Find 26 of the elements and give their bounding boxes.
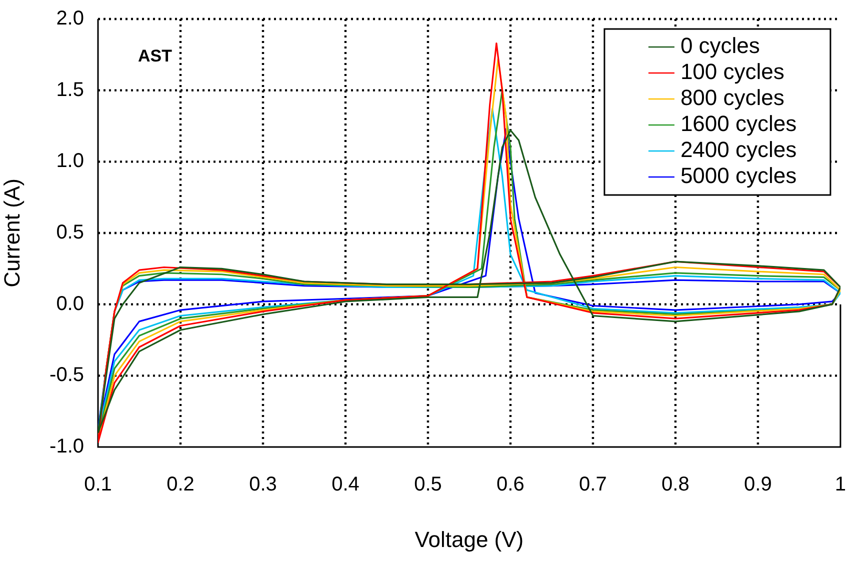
y-axis-title: Current (A) — [0, 178, 24, 288]
y-tick-label: 0.5 — [56, 222, 84, 244]
y-tick-label: 1.0 — [56, 150, 84, 172]
y-tick-label: 0.0 — [56, 292, 84, 315]
y-tick-label: -1.0 — [50, 436, 84, 458]
y-tick-label: 1.5 — [56, 78, 84, 101]
x-tick-label: 0.3 — [249, 474, 277, 496]
legend-label: 2400 cycles — [680, 137, 797, 162]
x-tick-label: 0.9 — [744, 474, 772, 496]
y-tick-label: -0.5 — [50, 364, 84, 386]
x-tick-label: 0.6 — [496, 474, 524, 496]
x-tick-label: 0.7 — [579, 474, 607, 496]
legend-label: 1600 cycles — [680, 111, 797, 136]
x-tick-label: 0.2 — [166, 474, 194, 496]
x-tick-label: 0.5 — [414, 474, 442, 496]
legend-label: 5000 cycles — [680, 163, 797, 188]
legend-label: 800 cycles — [680, 85, 784, 110]
x-axis-title: Voltage (V) — [414, 526, 524, 552]
legend-label: 100 cycles — [680, 59, 784, 84]
x-tick-label: 0.4 — [332, 474, 360, 496]
annotation: AST — [138, 46, 173, 66]
y-tick-label: 2.0 — [56, 8, 84, 30]
x-tick-label: 1 — [834, 474, 846, 496]
legend-label: 0 cycles — [680, 33, 760, 58]
x-tick-label: 0.1 — [84, 474, 112, 496]
x-tick-label: 0.8 — [662, 474, 690, 496]
